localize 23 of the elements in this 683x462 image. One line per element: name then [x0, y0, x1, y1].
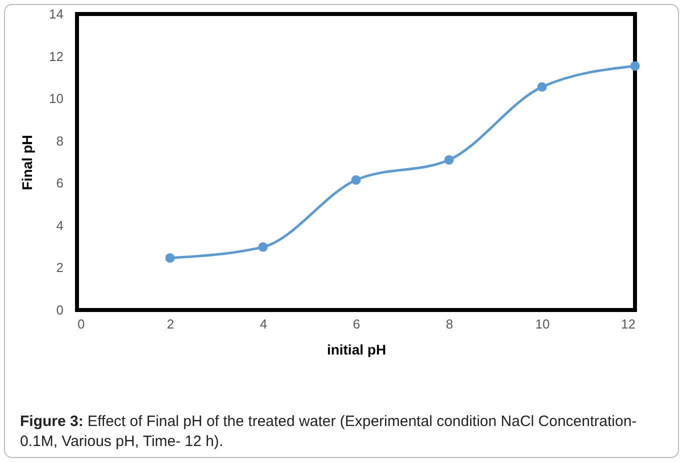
x-tick-label: 12	[621, 316, 636, 332]
point	[444, 155, 454, 165]
caption: Figure 3: Effect of Final pH of the treated water (Experimental condition NaCl Concentration- 0.1M, Various pH, Time- 12 h).	[20, 412, 638, 452]
y-tick-label: 10	[49, 91, 64, 106]
y-tick-label: 4	[56, 218, 64, 233]
y-axis-title: Final pH	[19, 134, 36, 190]
x-tick-label: 10	[535, 316, 550, 332]
x-tick-label: 6	[352, 316, 360, 332]
point	[258, 242, 268, 252]
y-tick-label: 8	[56, 133, 64, 148]
x-tick-label: 0	[78, 316, 85, 332]
y-tick-label: 6	[56, 176, 64, 191]
x-tick-label: 4	[260, 316, 268, 332]
point	[165, 253, 175, 263]
y-tick-label: 2	[56, 260, 64, 276]
x-tick-label: 2	[166, 316, 174, 332]
point	[537, 82, 547, 92]
point	[351, 175, 361, 185]
point	[630, 61, 640, 71]
y-tick-label: 12	[49, 48, 64, 64]
x-tick-label: 8	[446, 316, 454, 332]
y-tick-label: 0	[56, 302, 64, 318]
y-tick-label: 14	[49, 6, 64, 22]
